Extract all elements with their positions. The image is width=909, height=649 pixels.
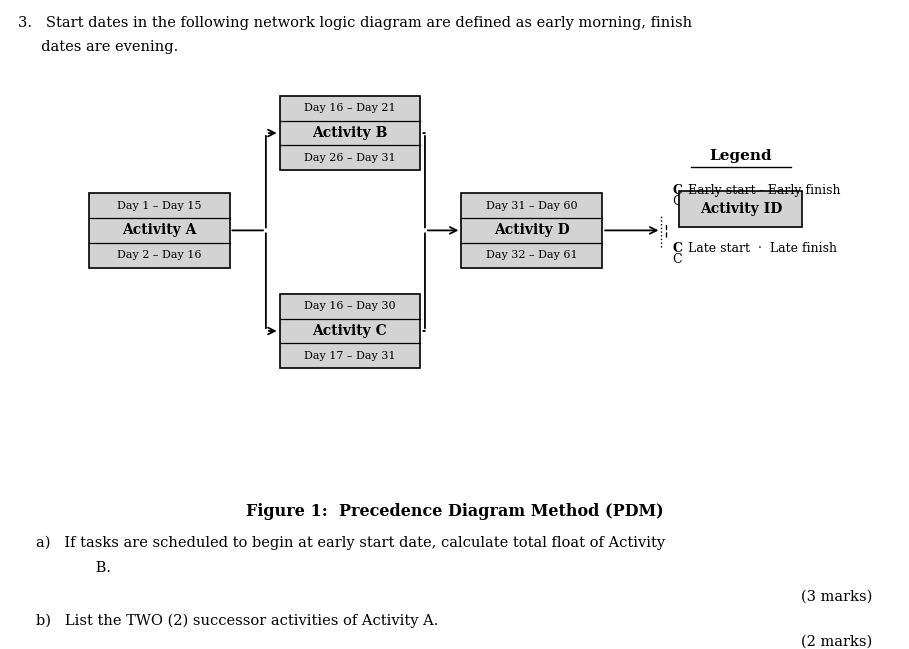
Text: b)   List the TWO (2) successor activities of Activity A.: b) List the TWO (2) successor activities… xyxy=(36,613,439,628)
Bar xyxy=(461,193,602,267)
Text: (2 marks): (2 marks) xyxy=(802,635,873,649)
Text: Late start  ·  Late finish: Late start · Late finish xyxy=(688,242,837,255)
Text: B.: B. xyxy=(68,561,111,576)
Text: Day 16 – Day 21: Day 16 – Day 21 xyxy=(305,103,395,113)
Text: Day 26 – Day 31: Day 26 – Day 31 xyxy=(305,153,395,163)
Bar xyxy=(88,193,229,267)
Text: Day 17 – Day 31: Day 17 – Day 31 xyxy=(305,351,395,361)
Text: Day 16 – Day 30: Day 16 – Day 30 xyxy=(305,301,395,311)
Text: dates are evening.: dates are evening. xyxy=(18,40,178,55)
Text: a)   If tasks are scheduled to begin at early start date, calculate total float : a) If tasks are scheduled to begin at ea… xyxy=(36,535,665,550)
Text: Day 31 – Day 60: Day 31 – Day 60 xyxy=(486,201,577,210)
Text: Activity C: Activity C xyxy=(313,324,387,338)
Text: C: C xyxy=(673,184,683,197)
Text: Activity D: Activity D xyxy=(494,223,570,238)
Text: Early start - Early finish: Early start - Early finish xyxy=(688,184,841,197)
Text: C: C xyxy=(673,195,682,208)
Text: (3 marks): (3 marks) xyxy=(801,589,873,604)
Text: Activity A: Activity A xyxy=(122,223,196,238)
Text: Activity ID: Activity ID xyxy=(700,202,782,216)
Text: 3.   Start dates in the following network logic diagram are defined as early mor: 3. Start dates in the following network … xyxy=(18,16,693,31)
Text: Day 1 – Day 15: Day 1 – Day 15 xyxy=(117,201,201,210)
Text: C: C xyxy=(673,253,682,266)
Bar xyxy=(679,191,802,227)
Text: Figure 1:  Precedence Diagram Method (PDM): Figure 1: Precedence Diagram Method (PDM… xyxy=(245,503,664,520)
Text: Day 2 – Day 16: Day 2 – Day 16 xyxy=(117,251,201,260)
Text: Legend: Legend xyxy=(710,149,772,163)
Text: C: C xyxy=(673,242,683,255)
Text: Day 32 – Day 61: Day 32 – Day 61 xyxy=(486,251,577,260)
Bar xyxy=(279,293,420,369)
Text: Activity B: Activity B xyxy=(313,126,387,140)
Bar xyxy=(279,95,420,170)
